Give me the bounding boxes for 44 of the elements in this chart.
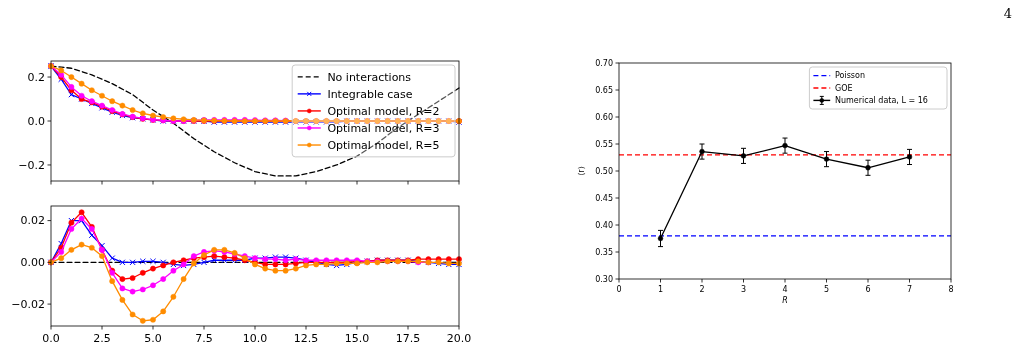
x-tick-label: 1 [657,285,664,294]
y-tick-label: 0.00 [20,256,45,270]
x-tick-label: 17.5 [395,332,421,343]
y-tick-label: 0.0 [27,114,45,128]
y-tick-label: 0.40 [595,220,613,230]
y-tick-label: 0.45 [595,193,613,203]
y-axis-title: ⟨r⟩ [577,166,586,176]
y-tick-label: 0.55 [595,139,613,149]
y-tick-label: 0.60 [595,112,613,122]
x-tick-label: 8 [948,285,954,294]
legend-label: Numerical data, L = 16 [835,96,928,106]
x-tick-label: 5.0 [144,332,162,343]
text: 4 [1003,6,1012,21]
y-tick-label: 0.70 [595,58,613,68]
x-tick-label: 7.5 [195,332,213,343]
legend-label: Poisson [835,71,865,81]
x-tick-label: 4 [782,285,788,294]
y-tick-label: −0.02 [11,297,45,311]
x-tick-label: 3 [740,285,747,294]
legend-label: Optimal model, R=3 [327,121,440,135]
x-tick-label: 15.0 [344,332,370,343]
legend-label: Integrable case [327,87,413,101]
y-tick-label: 0.30 [595,274,613,284]
x-tick-label: 5 [823,285,830,294]
y-tick-label: 0.2 [27,70,45,84]
x-tick-label: 20.0 [446,332,472,343]
x-tick-label: 0.0 [42,332,60,343]
x-tick-label: 0 [616,285,622,294]
legend-label: Optimal model, R=2 [327,104,440,118]
x-tick-label: 2.5 [93,332,111,343]
y-tick-label: 0.02 [20,214,45,228]
x-tick-label: 12.5 [293,332,319,343]
x-tick-label: 6 [865,285,871,294]
y-tick-label: 0.35 [595,247,613,257]
y-tick-label: 0.50 [595,166,613,176]
legend-label: GOE [835,83,853,93]
x-axis-title: R [782,296,788,305]
x-tick-label: 7 [906,285,913,294]
x-tick-label: 10.0 [242,332,268,343]
legend-label: Optimal model, R=5 [327,138,440,152]
y-tick-label: −0.2 [18,158,45,172]
x-tick-label: 2 [699,285,705,294]
y-tick-label: 0.65 [595,85,613,95]
legend-label: No interactions [327,70,412,84]
